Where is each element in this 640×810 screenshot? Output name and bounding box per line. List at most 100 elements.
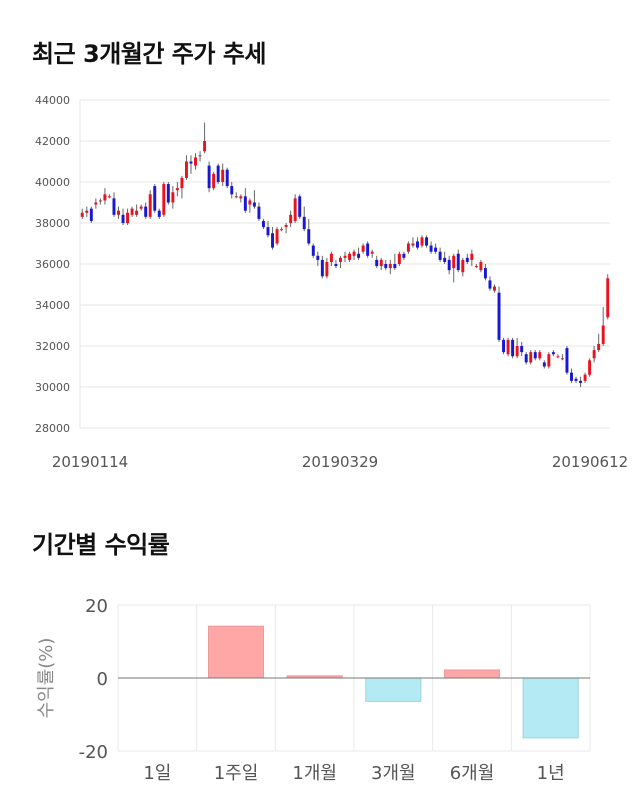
- candle-down: [153, 186, 157, 211]
- x-tick-label: 1개월: [292, 763, 337, 784]
- candle-up: [420, 237, 424, 246]
- candle-up: [280, 229, 284, 231]
- y-tick-label: 32000: [35, 340, 70, 353]
- candle-down: [447, 259, 451, 271]
- candle-up: [248, 200, 252, 205]
- candle-up: [406, 243, 410, 252]
- return-bar: [443, 669, 501, 679]
- candle-down: [157, 210, 161, 217]
- candle-up: [175, 188, 179, 191]
- candle-up: [80, 212, 84, 217]
- stock-trend-title: 최근 3개월간 주가 추세: [32, 40, 267, 68]
- candle-up: [171, 192, 175, 203]
- candle-up: [103, 194, 107, 201]
- candle-up: [588, 360, 592, 375]
- y-tick-label: 44000: [35, 94, 70, 107]
- candle-down: [257, 206, 261, 219]
- candle-up: [234, 196, 238, 198]
- candle-up: [506, 339, 510, 355]
- candle-down: [425, 237, 429, 246]
- candle-down: [565, 348, 569, 373]
- candle-down: [225, 169, 229, 187]
- candle-up: [343, 255, 347, 258]
- x-tick-label: 20190329: [302, 453, 378, 471]
- candle-down: [216, 165, 220, 182]
- candle-up: [379, 259, 383, 267]
- candle-up: [397, 253, 401, 264]
- candle-down: [533, 352, 537, 359]
- candle-up: [479, 261, 483, 271]
- candle-up: [597, 343, 601, 351]
- candle-up: [94, 202, 98, 205]
- candle-down: [438, 251, 442, 260]
- candle-chart-x-axis: 20190114 20190329 20190612: [52, 453, 628, 471]
- candle-down: [89, 208, 93, 221]
- return-bar-series: [207, 625, 579, 739]
- candle-up: [388, 264, 392, 269]
- y-tick-label: 38000: [35, 217, 70, 230]
- candle-down: [121, 214, 125, 223]
- candle-up: [135, 210, 139, 215]
- candle-up: [325, 261, 329, 277]
- return-bar: [365, 677, 422, 702]
- candle-up: [461, 259, 465, 273]
- candle-down: [271, 233, 274, 248]
- y-tick-label: 20: [85, 596, 108, 617]
- candle-down: [429, 245, 433, 252]
- candle-up: [601, 325, 605, 344]
- y-tick-label: 40000: [35, 176, 70, 189]
- x-tick-label: 1년: [537, 763, 565, 784]
- x-tick-label: 1주일: [214, 763, 259, 784]
- return-bar: [207, 625, 265, 679]
- candle-up: [529, 352, 533, 363]
- candle-down: [311, 245, 315, 256]
- candle-down: [230, 186, 234, 195]
- candle-up: [293, 198, 297, 221]
- candle-down: [434, 247, 438, 252]
- candle-down: [456, 253, 460, 271]
- candle-down: [524, 354, 528, 363]
- candle-chart-grid: [79, 99, 610, 429]
- candle-up: [474, 266, 478, 268]
- candle-down: [320, 259, 324, 277]
- candle-up: [411, 243, 415, 246]
- candle-up: [107, 196, 111, 198]
- candle-down: [189, 161, 193, 164]
- candle-down: [252, 202, 256, 207]
- x-tick-label: 20190114: [52, 453, 128, 471]
- candle-down: [357, 253, 361, 258]
- candle-down: [144, 206, 148, 217]
- candle-down: [375, 259, 379, 267]
- candle-up: [329, 253, 333, 262]
- candle-up: [606, 278, 610, 318]
- candle-down: [402, 253, 406, 258]
- candle-up: [284, 225, 288, 228]
- candle-down: [502, 339, 506, 353]
- candle-up: [361, 245, 365, 252]
- candle-up: [162, 184, 166, 215]
- candle-up: [117, 210, 120, 215]
- candle-down: [570, 372, 573, 381]
- candle-down: [488, 280, 492, 289]
- candle-up: [130, 208, 134, 215]
- candle-down: [384, 264, 388, 269]
- candle-series: [80, 122, 610, 387]
- y-tick-label: 0: [97, 669, 108, 690]
- candle-down: [243, 196, 247, 211]
- candle-up: [547, 354, 551, 367]
- candle-up: [239, 196, 243, 199]
- candle-down: [511, 339, 515, 357]
- candle-down: [393, 264, 397, 269]
- y-tick-label: 28000: [35, 422, 70, 435]
- candle-up: [198, 155, 202, 157]
- candle-up: [515, 346, 519, 357]
- candle-up: [493, 286, 496, 291]
- candle-down: [266, 227, 270, 236]
- candle-down: [497, 292, 501, 340]
- candle-down: [302, 216, 306, 230]
- candle-up: [560, 358, 564, 360]
- candle-up: [538, 352, 542, 359]
- candle-up: [184, 161, 188, 178]
- candle-up: [275, 229, 279, 244]
- x-tick-label: 20190612: [552, 453, 628, 471]
